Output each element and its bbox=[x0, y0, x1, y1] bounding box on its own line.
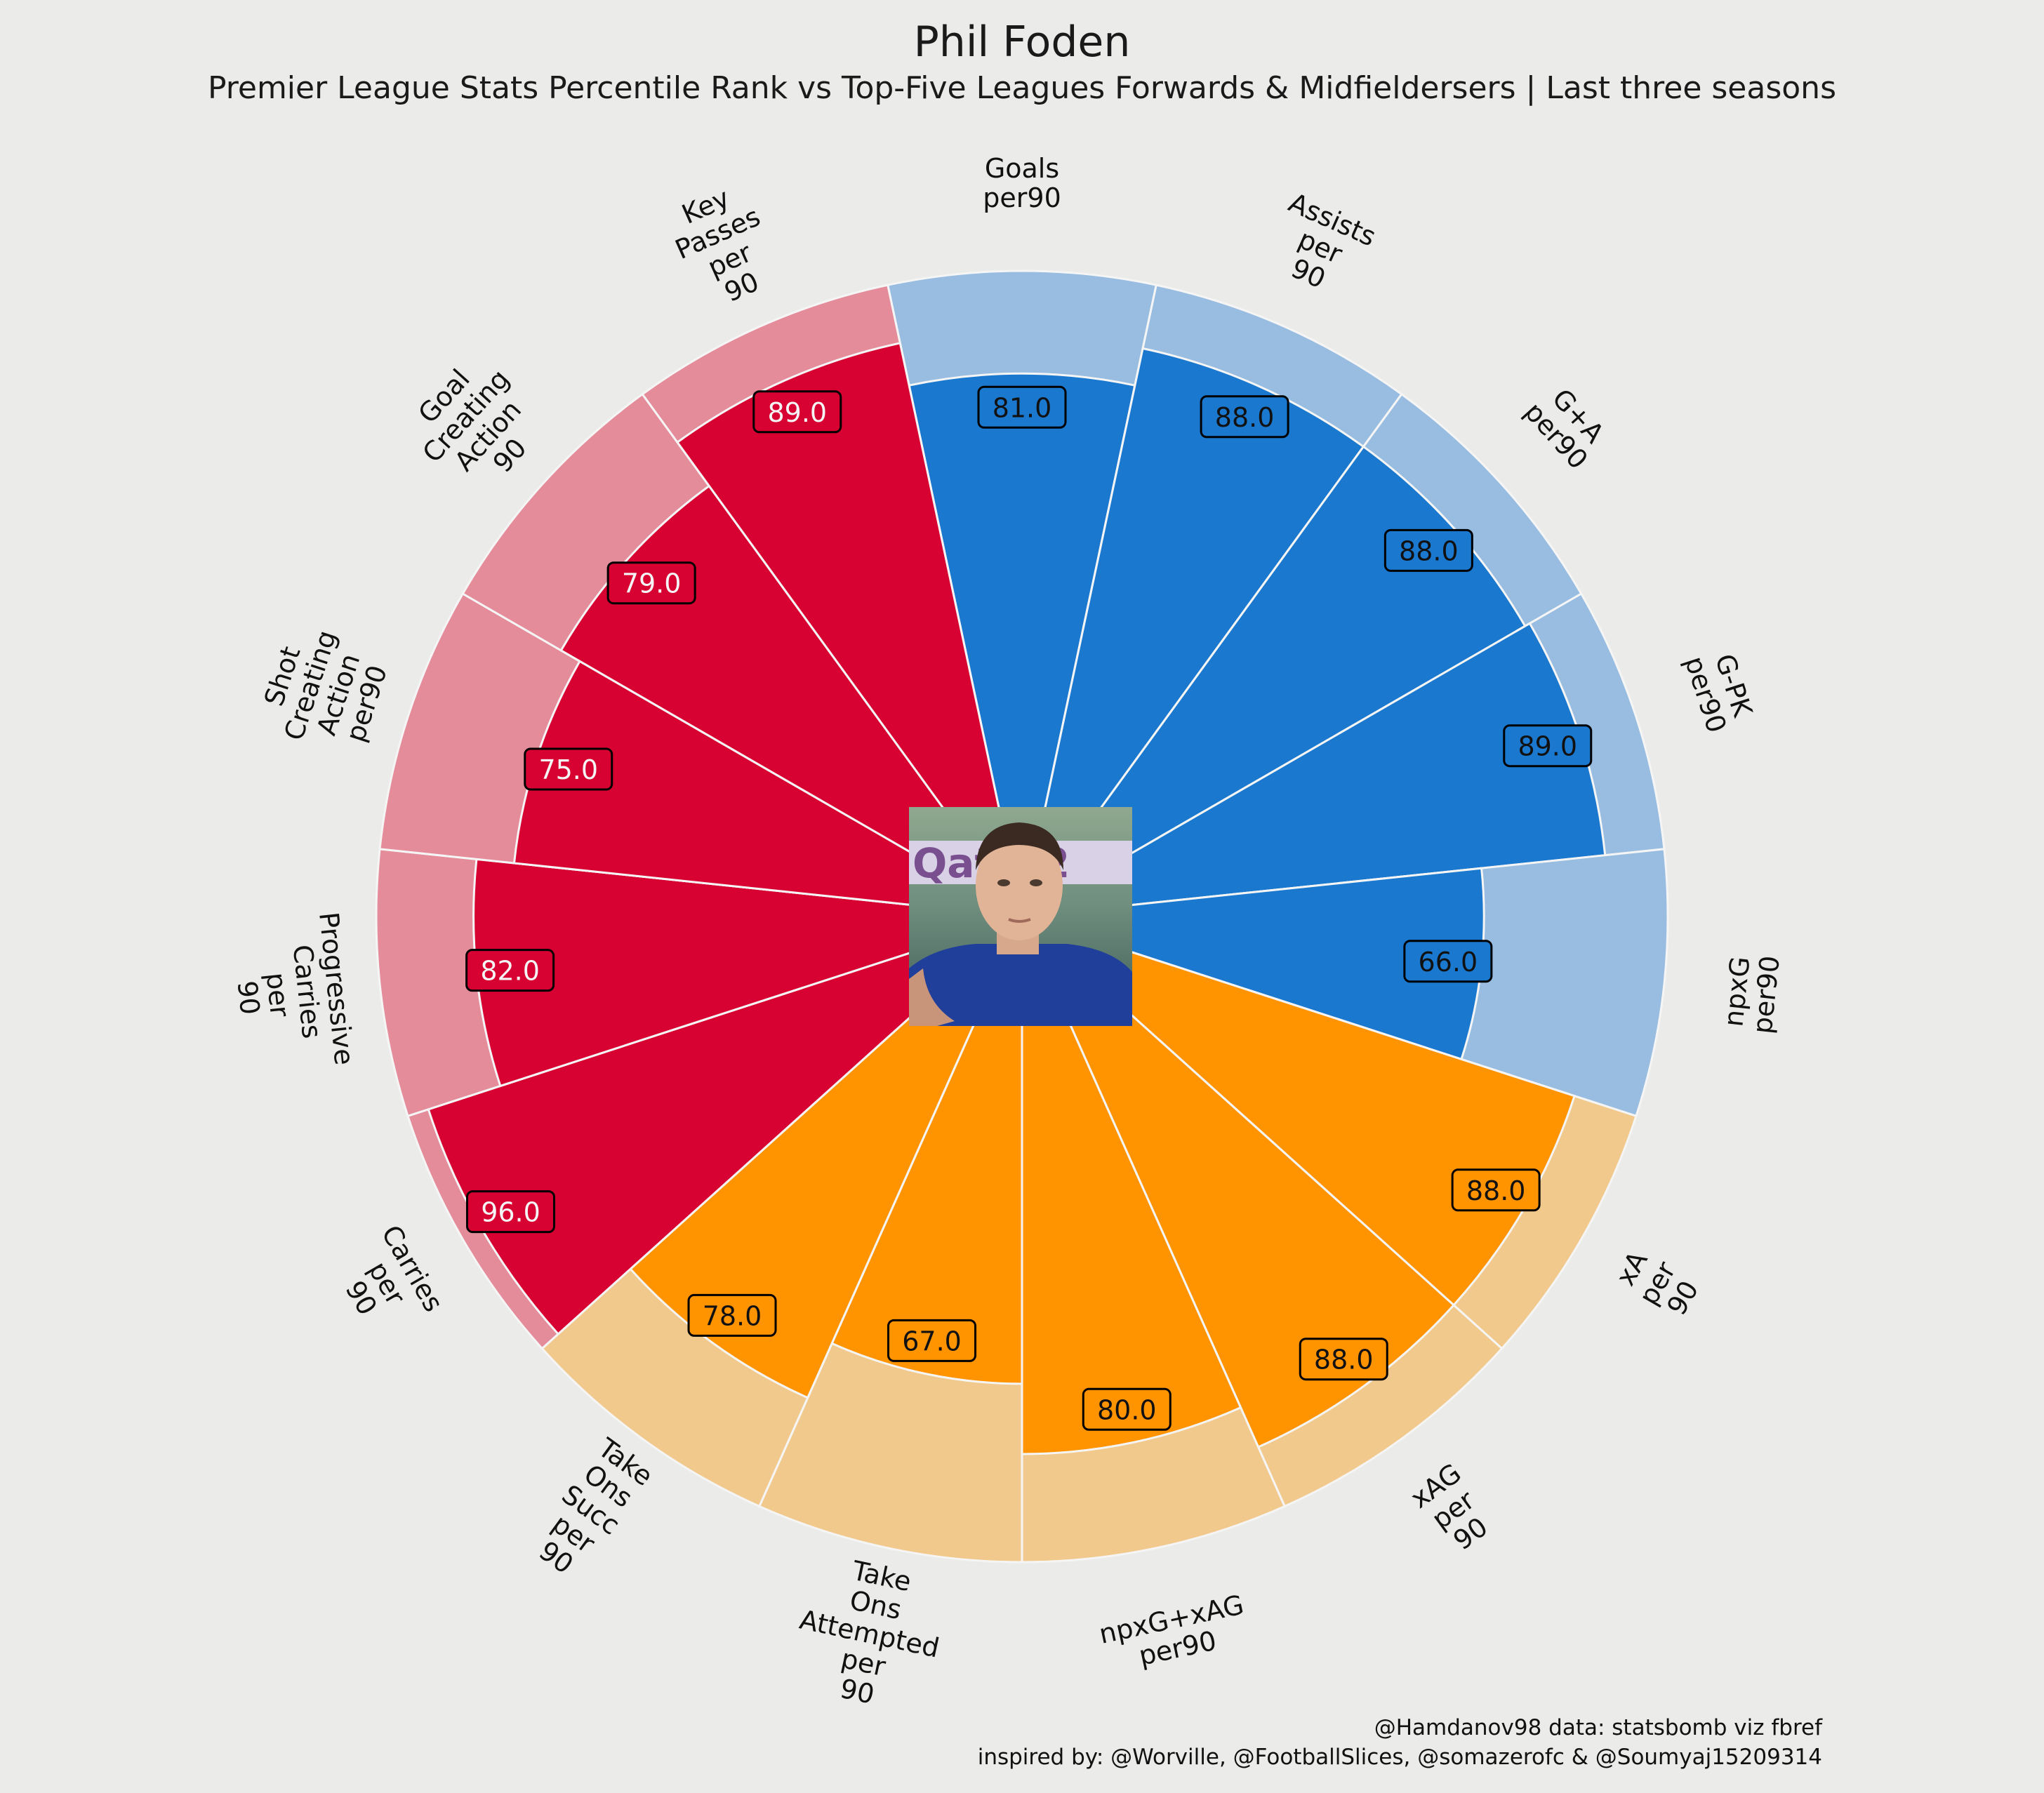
value-label: 81.0 bbox=[993, 392, 1052, 423]
value-label: 67.0 bbox=[902, 1326, 962, 1357]
param-label: npxGper90 bbox=[1718, 951, 1786, 1035]
player-photo: Qatar2 bbox=[909, 807, 1132, 1026]
value-label-box bbox=[1451, 1168, 1541, 1212]
value-label: 80.0 bbox=[1097, 1394, 1157, 1425]
value-label: 89.0 bbox=[767, 397, 827, 428]
param-label: ShotCreatingActionper90 bbox=[250, 618, 399, 762]
value-label: 88.0 bbox=[1466, 1175, 1526, 1206]
value-label-box bbox=[1082, 1387, 1172, 1431]
value-label-box bbox=[1383, 528, 1473, 572]
value-label-box bbox=[465, 949, 555, 992]
value-labels-layer: 81.0 88.0 88.0 89.0 66.0 88.0 88.0 80.0 67.0 78.0… bbox=[465, 385, 1593, 1431]
value-label-box bbox=[1200, 395, 1289, 439]
value-label-box bbox=[752, 390, 842, 434]
value-label: 89.0 bbox=[1518, 731, 1577, 762]
value-label: 88.0 bbox=[1215, 402, 1275, 433]
value-label: 66.0 bbox=[1419, 947, 1478, 978]
param-label: TakeOnsAttemptedper90 bbox=[785, 1546, 955, 1721]
credit-line-2: inspired by: @Worville, @FootballSlices,… bbox=[978, 1745, 1822, 1770]
value-label: 75.0 bbox=[538, 754, 598, 785]
param-label: Goals per90 bbox=[983, 153, 1061, 213]
value-label-box bbox=[1299, 1338, 1388, 1381]
chart-subtitle: Premier League Stats Percentile Rank vs … bbox=[208, 70, 1836, 106]
credit-line-1: @Hamdanov98 data: statsbomb viz fbref bbox=[1374, 1715, 1823, 1740]
param-label: KeyPassesper90 bbox=[658, 174, 788, 319]
chart-title: Phil Foden bbox=[914, 18, 1131, 67]
value-label: 88.0 bbox=[1399, 535, 1459, 566]
value-label-box bbox=[606, 561, 696, 605]
value-label: 78.0 bbox=[703, 1300, 762, 1331]
value-label-box bbox=[1503, 724, 1593, 768]
value-label: 82.0 bbox=[480, 956, 540, 987]
value-label-box bbox=[887, 1319, 977, 1362]
value-label-box bbox=[524, 747, 613, 791]
value-label: 88.0 bbox=[1314, 1345, 1374, 1375]
value-label-box bbox=[687, 1293, 777, 1337]
value-label: 79.0 bbox=[622, 568, 682, 599]
value-label-box bbox=[977, 385, 1067, 429]
value-label-box bbox=[465, 1190, 555, 1234]
value-label: 96.0 bbox=[481, 1197, 540, 1228]
slices-layer bbox=[375, 269, 1669, 1564]
value-label-box bbox=[1403, 940, 1493, 983]
